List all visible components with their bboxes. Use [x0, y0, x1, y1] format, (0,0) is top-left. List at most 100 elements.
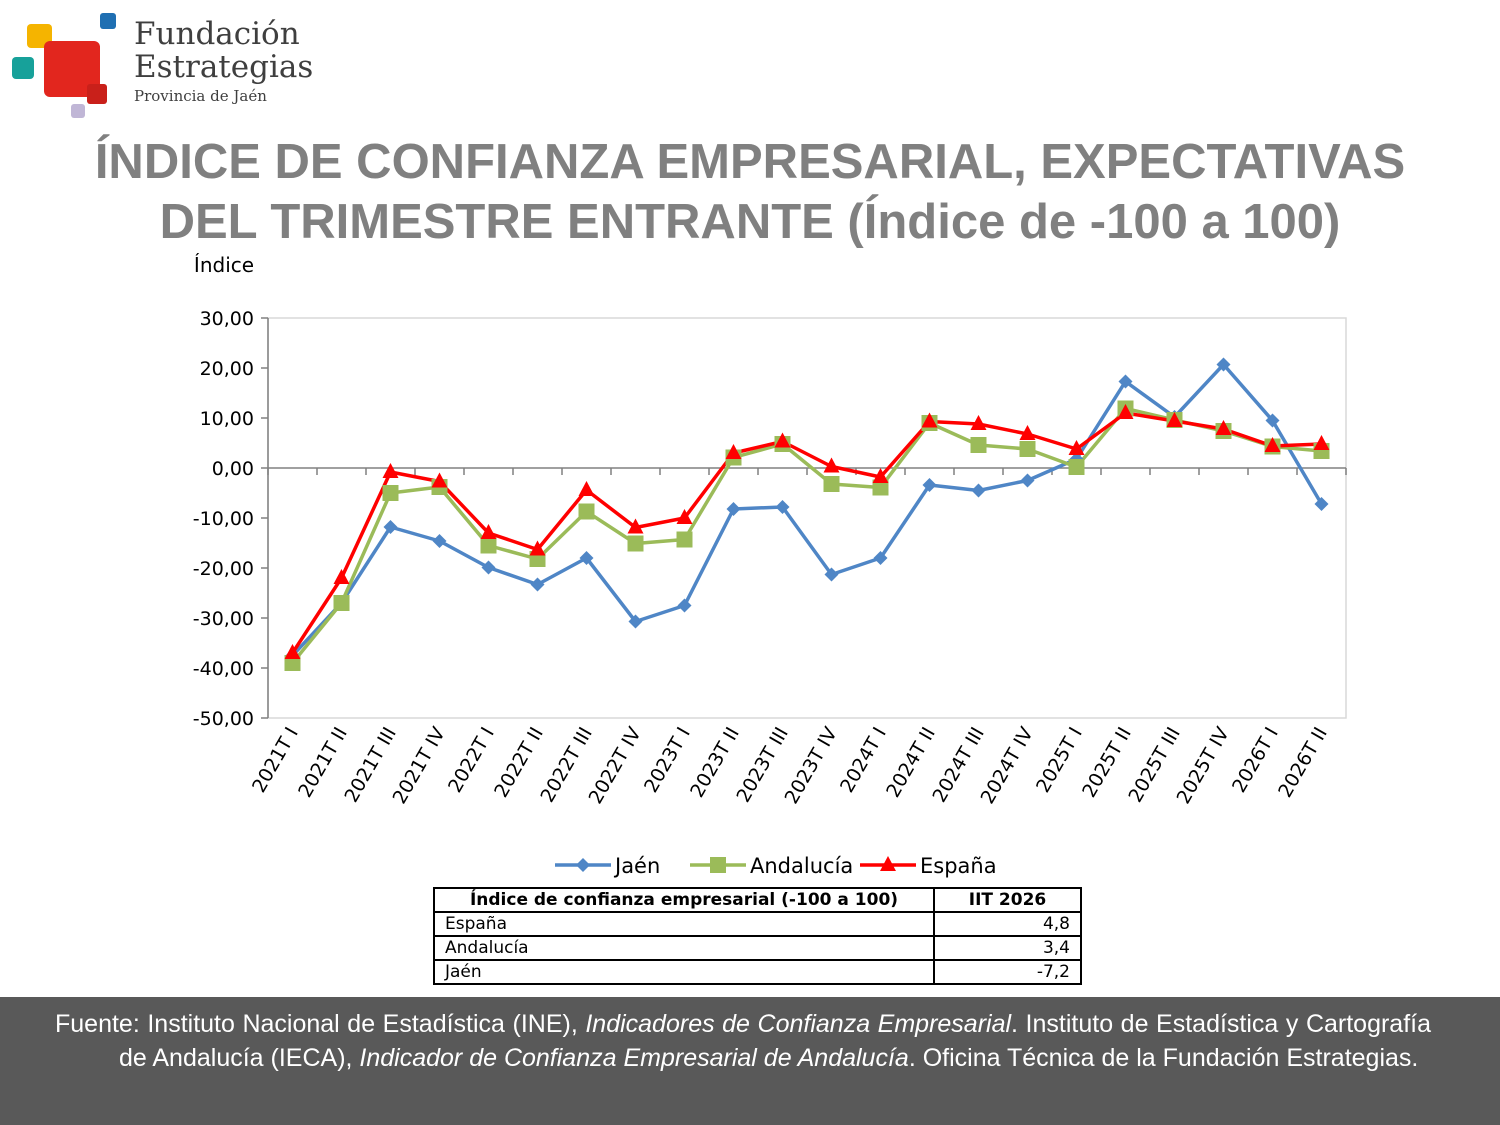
data-point [823, 457, 840, 473]
y-tick-label: 0,00 [212, 458, 254, 480]
y-tick-label: -30,00 [193, 608, 254, 630]
data-point [284, 644, 301, 659]
legend-marker [576, 858, 590, 872]
data-point [1019, 441, 1036, 457]
data-point [579, 551, 594, 565]
table-row-value: 4,8 [933, 911, 1082, 937]
series-line-2 [291, 411, 1322, 654]
data-point [1068, 440, 1085, 455]
table-row-label: España [433, 911, 935, 937]
data-point [1216, 357, 1231, 372]
logo-name-line2: Estrategias [134, 49, 314, 85]
data-point [578, 481, 595, 496]
table-row: Andalucía 3,4 [433, 935, 1082, 961]
y-tick-label: -50,00 [193, 708, 254, 730]
title-line2: DEL TRIMESTRE ENTRANTE (Índice de -100 a… [159, 195, 1341, 249]
data-point [1313, 435, 1330, 450]
data-point [578, 503, 595, 520]
data-point [1117, 404, 1134, 419]
table-row-value: 3,4 [933, 935, 1082, 961]
data-point [872, 479, 889, 496]
data-point [333, 569, 350, 584]
y-tick-label: 30,00 [200, 308, 254, 330]
data-point [382, 463, 399, 478]
data-point [823, 476, 840, 492]
data-point [921, 412, 938, 428]
series-line-1 [291, 406, 1322, 665]
table-header-value: IIT 2026 [933, 887, 1082, 913]
line-chart: 30,00 20,00 10,00 0,00 -10,00 -20,00 -30,00 -40… [193, 253, 1347, 878]
summary-table: Índice de confianza empresarial (-100 a … [433, 887, 1082, 985]
data-point [481, 560, 496, 575]
data-point [432, 534, 447, 548]
data-point [529, 540, 546, 556]
x-tick-label: 2025T I [1032, 724, 1087, 797]
data-point [824, 567, 839, 582]
data-point [627, 535, 644, 552]
legend-label: España [920, 854, 997, 878]
data-point [1265, 413, 1280, 428]
table-row-label: Jaén [433, 959, 935, 985]
data-point [333, 595, 350, 611]
data-point [480, 537, 497, 554]
table-row-label: Andalucía [433, 935, 935, 961]
page-title: ÍNDICE DE CONFIANZA EMPRESARIAL, EXPECTA… [0, 132, 1500, 252]
data-point [1068, 459, 1085, 475]
data-point [480, 524, 497, 539]
data-point [382, 485, 399, 501]
data-point [1019, 425, 1036, 440]
x-tick-label: 2021T I [248, 724, 303, 797]
source-publication: Indicadores de Confianza Empresarial [585, 1010, 1012, 1038]
y-tick-label: 20,00 [200, 358, 254, 380]
logo-text: Fundación Estrategias Provincia de Jaén [134, 18, 313, 106]
data-point [1314, 497, 1329, 511]
source-text: Fuente: Instituto Nacional de Estadístic… [55, 1007, 1431, 1075]
data-point [873, 551, 888, 565]
x-tick-label: 2026T II [1274, 724, 1332, 802]
data-point [775, 500, 790, 514]
logo-mark [12, 13, 116, 118]
data-point [970, 437, 987, 453]
y-tick-label: 10,00 [200, 408, 254, 430]
data-point [1020, 473, 1035, 488]
data-point [431, 472, 448, 488]
data-point [383, 520, 398, 534]
data-point [1166, 412, 1183, 427]
table-row: España 4,8 [433, 911, 1082, 937]
legend-marker [710, 857, 726, 873]
logo: Fundación Estrategias Provincia de Jaén [0, 0, 320, 125]
source-text-part: Fuente: Instituto Nacional de Estadístic… [55, 1010, 586, 1038]
data-point [970, 415, 987, 430]
legend-label: Jaén [613, 854, 660, 878]
y-tick-label: -10,00 [193, 508, 254, 530]
data-point [725, 444, 742, 459]
legend-marker [880, 856, 896, 871]
data-point [774, 432, 791, 448]
legend-label: Andalucía [750, 854, 853, 878]
data-point [1215, 420, 1232, 435]
y-axis-title: Índice [194, 253, 254, 277]
data-point [628, 614, 643, 629]
y-tick-label: -40,00 [193, 658, 254, 680]
data-point [627, 518, 644, 534]
x-tick-label: 2026T I [1228, 724, 1283, 797]
data-point [872, 468, 889, 483]
data-point [677, 598, 692, 613]
source-text-part: . Instituto de Estadística y Cartografía… [119, 1010, 1432, 1072]
x-tick-label: 2022T I [444, 724, 499, 797]
source-publication: Indicador de Confianza Empresarial de An… [359, 1044, 909, 1072]
logo-subtitle: Provincia de Jaén [134, 87, 267, 105]
source-text-part: . Oficina Técnica de la Fundación Estrat… [908, 1044, 1419, 1072]
data-point [530, 577, 545, 592]
table-row-value: -7,2 [933, 959, 1082, 985]
logo-name-line1: Fundación [134, 16, 300, 52]
title-line1: ÍNDICE DE CONFIANZA EMPRESARIAL, EXPECTA… [94, 135, 1406, 189]
table-header-label: Índice de confianza empresarial (-100 a … [433, 887, 935, 913]
data-point [1118, 374, 1133, 389]
data-point [726, 502, 741, 516]
data-point [1264, 437, 1281, 452]
plot-area [267, 317, 1347, 719]
x-tick-label: 2024T I [836, 724, 891, 797]
data-point [676, 531, 693, 548]
series-line-0 [291, 362, 1324, 657]
